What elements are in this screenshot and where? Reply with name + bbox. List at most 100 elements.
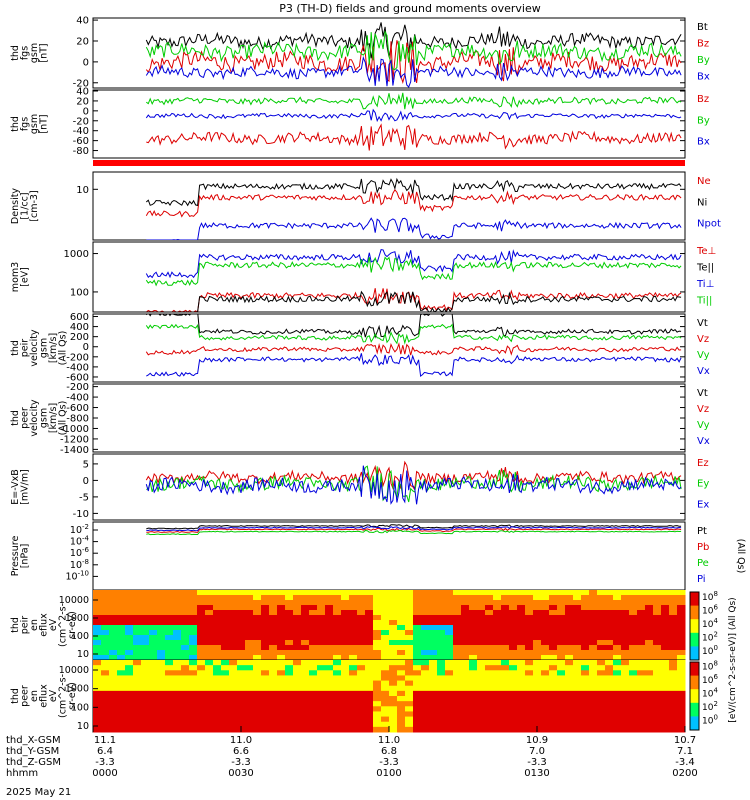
heatmap-cell (653, 630, 662, 636)
heatmap-cell (653, 716, 662, 723)
ylabel-line: thd (10, 340, 21, 356)
heatmap-cell (245, 625, 254, 631)
heatmap-cell (533, 665, 542, 671)
heatmap-cell (525, 716, 534, 723)
heatmap-cell (605, 696, 614, 702)
heatmap-cell (197, 716, 206, 723)
heatmap-cell (597, 605, 606, 611)
heatmap-cell (149, 721, 158, 728)
heatmap-cell (405, 635, 414, 641)
heatmap-cell (293, 615, 302, 621)
heatmap-cell (413, 690, 422, 697)
heatmap-cell (309, 706, 318, 712)
heatmap-cell (341, 675, 350, 682)
heatmap-cell (133, 711, 142, 718)
heatmap-cell (229, 665, 238, 671)
heatmap-cell (541, 610, 550, 616)
heatmap-cell (677, 711, 686, 718)
heatmap-cell (261, 635, 270, 641)
heatmap-cell (645, 696, 654, 702)
heatmap-cell (269, 685, 278, 692)
heatmap-cell (237, 605, 246, 611)
heatmap-cell (397, 706, 406, 712)
heatmap-cell (125, 595, 134, 601)
heatmap-cell (189, 726, 198, 733)
heatmap-cell (325, 685, 334, 692)
heatmap-cell (485, 660, 494, 666)
heatmap-cell (133, 690, 142, 697)
heatmap-cell (253, 605, 262, 611)
heatmap-cell (141, 640, 150, 646)
heatmap-cell (173, 675, 182, 682)
heatmap-cell (109, 645, 118, 651)
heatmap-cell (285, 635, 294, 641)
heatmap-cell (501, 721, 510, 728)
heatmap-cell (677, 660, 686, 666)
heatmap-cell (565, 620, 574, 626)
heatmap-cell (237, 645, 246, 651)
heatmap-cell (661, 645, 670, 651)
heatmap-cell (493, 600, 502, 606)
ytick-label: -20 (73, 116, 89, 127)
heatmap-cell (301, 610, 310, 616)
heatmap-cell (469, 620, 478, 626)
heatmap-cell (493, 701, 502, 707)
heatmap-cell (461, 721, 470, 728)
heatmap-cell (605, 620, 614, 626)
heatmap-cell (237, 650, 246, 656)
heatmap-cell (493, 690, 502, 697)
heatmap-cell (149, 660, 158, 666)
heatmap-cell (629, 635, 638, 641)
heatmap-cell (229, 701, 238, 707)
heatmap-cell (213, 610, 222, 616)
heatmap-cell (157, 665, 166, 671)
heatmap-cell (229, 726, 238, 733)
heatmap-cell (405, 625, 414, 631)
heatmap-cell (149, 690, 158, 697)
ytick-label: -600 (66, 403, 89, 414)
heatmap-cell (293, 680, 302, 687)
heatmap-cell (157, 721, 166, 728)
heatmap-cell (325, 590, 334, 596)
heatmap-cell (253, 706, 262, 712)
heatmap-cell (589, 706, 598, 712)
heatmap-cell (437, 726, 446, 733)
heatmap-cell (125, 690, 134, 697)
heatmap-cell (645, 610, 654, 616)
heatmap-cell (677, 640, 686, 646)
heatmap-cell (413, 595, 422, 601)
heatmap-cell (421, 670, 430, 676)
heatmap-cell (341, 665, 350, 671)
heatmap-cell (621, 600, 630, 606)
ylabel-line: [mV/m] (20, 469, 31, 505)
heatmap-cell (461, 605, 470, 611)
heatmap-cell (621, 625, 630, 631)
heatmap-cell (549, 670, 558, 676)
heatmap-cell (317, 690, 326, 697)
heatmap-cell (621, 726, 630, 733)
heatmap-cell (141, 690, 150, 697)
heatmap-cell (453, 640, 462, 646)
heatmap-cell (117, 716, 126, 723)
heatmap-cell (565, 605, 574, 611)
heatmap-cell (557, 615, 566, 621)
heatmap-cell (405, 645, 414, 651)
heatmap-cell (261, 640, 270, 646)
series-Bx (145, 108, 682, 123)
heatmap-cell (245, 726, 254, 733)
ytick-label: -200 (66, 352, 89, 363)
heatmap-cell (469, 660, 478, 666)
heatmap-cell (365, 605, 374, 611)
heatmap-cell (589, 680, 598, 687)
heatmap-cell (413, 605, 422, 611)
heatmap-cell (269, 706, 278, 712)
heatmap-cell (405, 615, 414, 621)
heatmap-cell (101, 620, 110, 626)
ytick-label: -400 (66, 393, 89, 404)
heatmap-cell (269, 605, 278, 611)
heatmap-cell (453, 595, 462, 601)
heatmap-cell (149, 701, 158, 707)
heatmap-cell (381, 640, 390, 646)
ytick-label: 1000 (65, 613, 89, 624)
heatmap-cell (157, 726, 166, 733)
